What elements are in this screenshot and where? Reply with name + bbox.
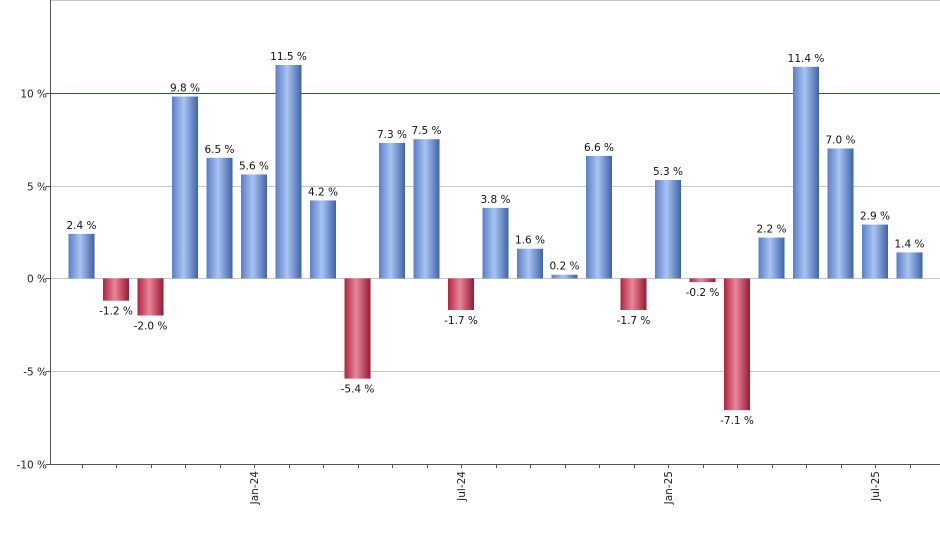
- bar: [896, 252, 923, 279]
- bar: [206, 157, 233, 279]
- bar-data-label: 2.2 %: [756, 224, 786, 236]
- bar: [689, 278, 716, 283]
- bar: [103, 278, 129, 301]
- labels: 10 % 5 % 0 % -5 % -10 % 2.4 % -1.2 %-2.0 % 9.8 …: [17, 51, 925, 505]
- y-tick-label: 10 %: [20, 89, 47, 101]
- bar-data-label: 11.5 %: [270, 51, 307, 63]
- bar: [241, 174, 267, 279]
- bar-data-label: 6.5 %: [204, 144, 234, 156]
- bar-data-label: 7.3 %: [377, 129, 407, 141]
- bar: [379, 142, 405, 279]
- bar-data-label: -5.4 %: [341, 384, 375, 396]
- bar: [413, 139, 440, 279]
- bar: [448, 278, 474, 310]
- bar: [793, 66, 819, 279]
- y-tick-label: -10 %: [17, 460, 47, 472]
- bar-data-label: -2.0 %: [134, 321, 168, 333]
- x-tick-label: Jul-24: [456, 471, 468, 502]
- bar: [551, 274, 578, 279]
- y-tick-label: -5 %: [23, 367, 47, 379]
- bar-data-label: 2.9 %: [860, 211, 890, 223]
- bar: [827, 148, 854, 279]
- bar: [275, 64, 302, 279]
- bar-data-label: 3.8 %: [480, 194, 510, 206]
- bar-data-label: 5.6 %: [239, 160, 269, 172]
- bar-data-label: -1.7 %: [617, 315, 651, 327]
- bar: [344, 278, 371, 379]
- bar: [517, 248, 543, 279]
- y-tick-label: 5 %: [27, 182, 47, 194]
- bar: [862, 224, 888, 279]
- bar-data-label: 9.8 %: [170, 83, 200, 95]
- x-tick-label: Jul-25: [870, 471, 882, 502]
- bar-data-label: -1.2 %: [99, 306, 133, 318]
- y-tick-label: 0 %: [27, 274, 47, 286]
- bar: [482, 207, 509, 279]
- bar-data-label: 6.6 %: [584, 142, 614, 154]
- x-tick-label: Jan-25: [663, 471, 675, 505]
- bar: [310, 200, 336, 279]
- grid-lines: [50, 0, 940, 372]
- axes: [46, 0, 940, 468]
- bar-data-label: 4.2 %: [308, 186, 338, 198]
- bar: [137, 278, 164, 316]
- bar-data-label: 0.2 %: [549, 261, 579, 273]
- bar: [68, 233, 95, 279]
- bars: [68, 64, 923, 411]
- bar-data-label: 1.6 %: [515, 235, 545, 247]
- x-tick-label: Jan-24: [249, 471, 261, 506]
- bar: [655, 180, 681, 279]
- bar-data-label: 5.3 %: [653, 166, 683, 178]
- bar-data-label: -1.7 %: [444, 315, 478, 327]
- bar: [620, 278, 647, 310]
- bar-data-label: 2.4 %: [66, 220, 96, 232]
- bar: [724, 278, 750, 411]
- bar: [172, 96, 198, 279]
- bar-data-label: 7.5 %: [411, 125, 441, 137]
- bar: [586, 155, 612, 279]
- bar-data-label: 7.0 %: [825, 134, 855, 146]
- bar: [758, 237, 785, 279]
- bar-data-label: -7.1 %: [720, 415, 754, 427]
- bar-data-label: 11.4 %: [788, 53, 825, 65]
- bar-data-label: 1.4 %: [894, 238, 924, 250]
- bar-data-label: -0.2 %: [686, 287, 720, 299]
